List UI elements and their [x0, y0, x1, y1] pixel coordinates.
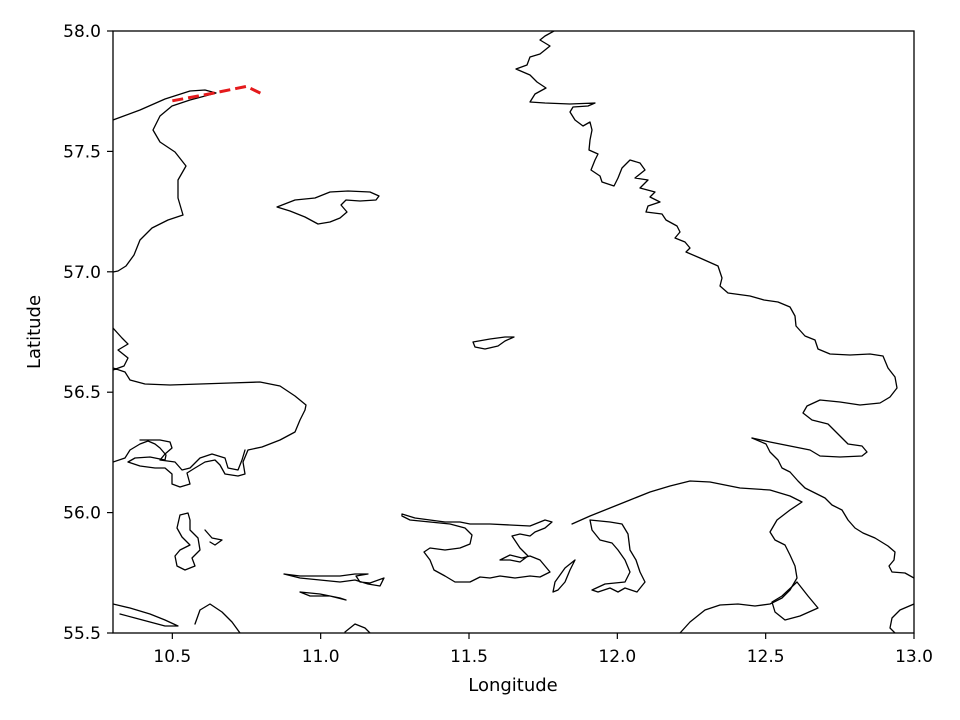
track-line [172, 84, 262, 103]
y-tick-label: 56.0 [63, 504, 101, 524]
coastline-sweden-south [751, 437, 914, 579]
y-tick-label: 57.0 [63, 263, 101, 283]
y-axis-ticks: 55.5 56.0 56.5 57.0 57.5 58.0 [63, 22, 113, 644]
x-tick-label: 11.0 [302, 647, 340, 667]
coastline-jutland-east [113, 327, 307, 488]
coastlines [113, 31, 914, 633]
axes-frame [112, 30, 915, 634]
plot-area [112, 30, 915, 634]
x-axis-ticks: 10.5 11.0 11.5 12.0 12.5 13.0 [153, 633, 933, 667]
coastline-samso [174, 512, 223, 571]
coastline-laeso [276, 190, 380, 225]
x-axis-label: Longitude [468, 675, 558, 696]
coastline-sweden-west [515, 31, 898, 458]
coastline-saltholm [771, 581, 819, 621]
coastline-zealand-fjord [571, 480, 803, 633]
coastline-zealand-north [401, 513, 553, 583]
x-tick-label: 13.0 [895, 647, 933, 667]
coastline-anholt [472, 336, 515, 350]
x-tick-label: 12.0 [598, 647, 636, 667]
x-tick-label: 11.5 [450, 647, 488, 667]
axes-background [113, 31, 914, 633]
x-tick-label: 10.5 [153, 647, 191, 667]
coastline-norway [113, 89, 217, 273]
coastline-djursland [139, 439, 246, 471]
x-tick-label: 12.5 [747, 647, 785, 667]
y-axis-label: Latitude [24, 295, 45, 369]
coastline-roskilde-fjord [552, 519, 646, 593]
y-tick-label: 56.5 [63, 383, 101, 403]
coastline-zealand-southwest [113, 603, 371, 633]
y-tick-label: 58.0 [63, 22, 101, 42]
coastline-sejero [283, 573, 385, 601]
track-layer [172, 84, 262, 103]
y-tick-label: 57.5 [63, 142, 101, 162]
y-tick-label: 55.5 [63, 624, 101, 644]
coastline-sweden-skane [889, 603, 914, 633]
